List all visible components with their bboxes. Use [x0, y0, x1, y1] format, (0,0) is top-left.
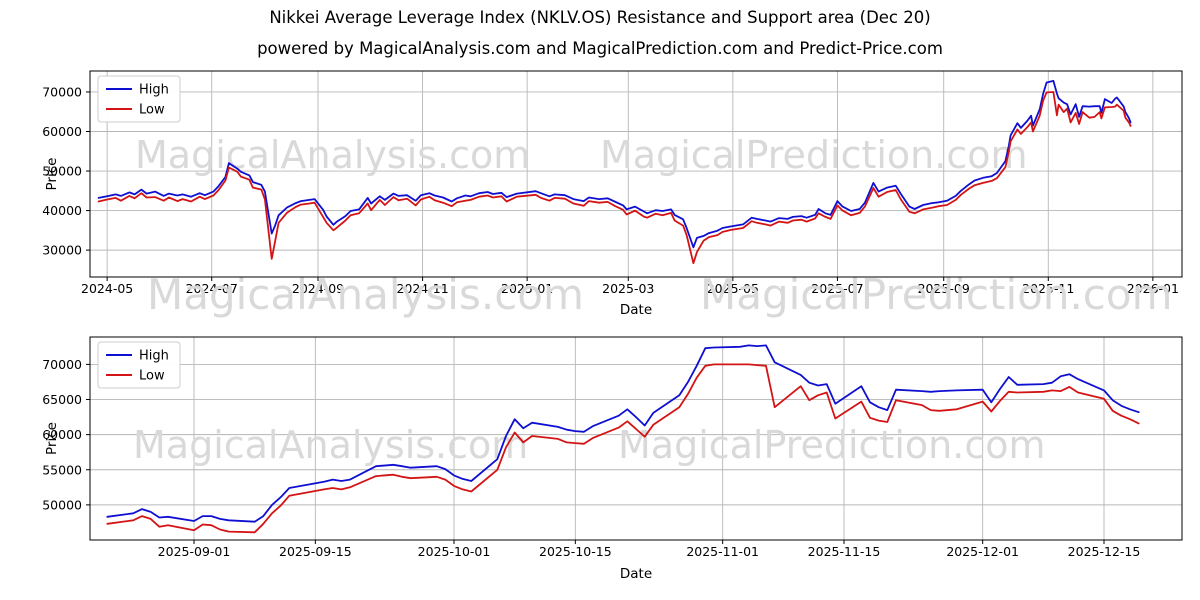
- x-tick-label: 2025-11: [1022, 281, 1074, 296]
- x-tick-label: 2025-03: [602, 281, 654, 296]
- watermark-text: MagicalPrediction.com: [600, 133, 1028, 177]
- y-axis-label: Price: [44, 158, 60, 191]
- x-tick-label: 2025-12-15: [1068, 544, 1141, 559]
- series-high-line: [97, 80, 1132, 249]
- x-tick-label: 2025-11-01: [686, 544, 759, 559]
- watermark-text: MagicalPrediction.com: [618, 423, 1046, 467]
- x-tick-label: 2024-05: [81, 281, 133, 296]
- legend: High Low: [97, 75, 181, 123]
- x-tick-label: 2024-07: [186, 281, 238, 296]
- x-axis-label: Date: [620, 566, 652, 582]
- plot-border: [89, 70, 1183, 278]
- figure-title: Nikkei Average Leverage Index (NKLV.OS) …: [269, 8, 931, 27]
- legend-low-label: Low: [139, 103, 165, 118]
- x-tick-label: 2025-09-15: [279, 544, 352, 559]
- legend-box: [97, 341, 181, 389]
- series-low-line: [97, 91, 1132, 265]
- y-tick-label: 40000: [42, 203, 82, 218]
- legend: High Low: [97, 341, 181, 389]
- y-tick-label: 60000: [42, 124, 82, 139]
- bottom-chart: 2025-09-01 2025-09-15 2025-10-01 2025-10-15…: [42, 336, 1183, 582]
- y-tick-label: 30000: [42, 243, 82, 258]
- x-tick-label: 2024-11: [396, 281, 448, 296]
- x-tick-label: 2025-05: [707, 281, 759, 296]
- x-tick-label: 2025-12-01: [946, 544, 1019, 559]
- y-tick-label: 70000: [42, 84, 82, 99]
- x-tick-label: 2025-10-15: [539, 544, 612, 559]
- legend-high-label: High: [139, 349, 169, 364]
- series-low-line: [106, 363, 1140, 534]
- watermark-text: MagicalAnalysis.com: [135, 133, 530, 177]
- y-tick-label: 70000: [42, 357, 82, 372]
- watermark-text: MagicalPrediction.com: [700, 270, 1173, 319]
- plot-border: [89, 336, 1183, 541]
- legend-box: [97, 75, 181, 123]
- y-tick-label: 65000: [42, 392, 82, 407]
- x-tick-label: 2025-01: [501, 281, 553, 296]
- y-tick-label: 50000: [42, 164, 82, 179]
- x-tick-label: 2025-09: [918, 281, 970, 296]
- top-chart: 2024-05 2024-07 2024-09 2024-11 2025-01 2025-…: [42, 70, 1183, 319]
- y-tick-label: 50000: [42, 497, 82, 512]
- y-tick-label: 55000: [42, 462, 82, 477]
- y-axis-label: Price: [44, 422, 60, 455]
- legend-low-label: Low: [139, 369, 165, 384]
- x-tick-label: 2025-11-15: [808, 544, 881, 559]
- watermark-text: MagicalAnalysis.com: [147, 270, 584, 319]
- figure-subtitle: powered by MagicalAnalysis.com and Magic…: [257, 39, 943, 58]
- watermark-text: MagicalAnalysis.com: [133, 423, 528, 467]
- legend-high-label: High: [139, 83, 169, 98]
- x-tick-label: 2026-01: [1127, 281, 1179, 296]
- x-tick-label: 2025-07: [811, 281, 863, 296]
- x-tick-label: 2024-09: [292, 281, 344, 296]
- x-tick-label: 2025-09-01: [158, 544, 231, 559]
- y-tick-label: 60000: [42, 427, 82, 442]
- series-high-line: [106, 344, 1140, 523]
- x-tick-label: 2025-10-01: [418, 544, 491, 559]
- x-axis-label: Date: [620, 302, 652, 318]
